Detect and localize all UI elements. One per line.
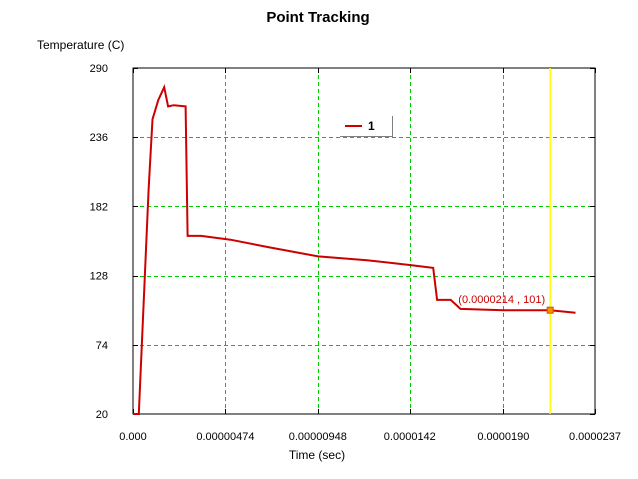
cursor-readout: (0.0000214 , 101) [458, 294, 545, 306]
cursor-marker [546, 306, 554, 314]
x-tick-label: 0.0000237 [569, 431, 621, 443]
chart-title: Point Tracking [266, 9, 369, 26]
legend-label: 1 [368, 119, 375, 133]
y-tick-label: 74 [96, 340, 108, 352]
x-axis-label: Time (sec) [289, 448, 345, 462]
x-tick-label: 0.0000142 [384, 431, 436, 443]
x-tick-label: 0.000 [119, 431, 147, 443]
y-tick-label: 236 [90, 132, 108, 144]
legend-box [340, 116, 392, 136]
y-tick-label: 20 [96, 409, 108, 421]
x-tick-label: 0.00000474 [196, 431, 254, 443]
y-tick-label: 290 [90, 63, 108, 75]
series-line-1 [133, 84, 576, 415]
x-tick-label: 0.00000948 [289, 431, 347, 443]
x-tick-label: 0.0000190 [477, 431, 529, 443]
y-axis-label: Temperature (C) [37, 38, 124, 52]
y-tick-label: 128 [90, 271, 108, 283]
y-tick-label: 182 [90, 201, 108, 213]
